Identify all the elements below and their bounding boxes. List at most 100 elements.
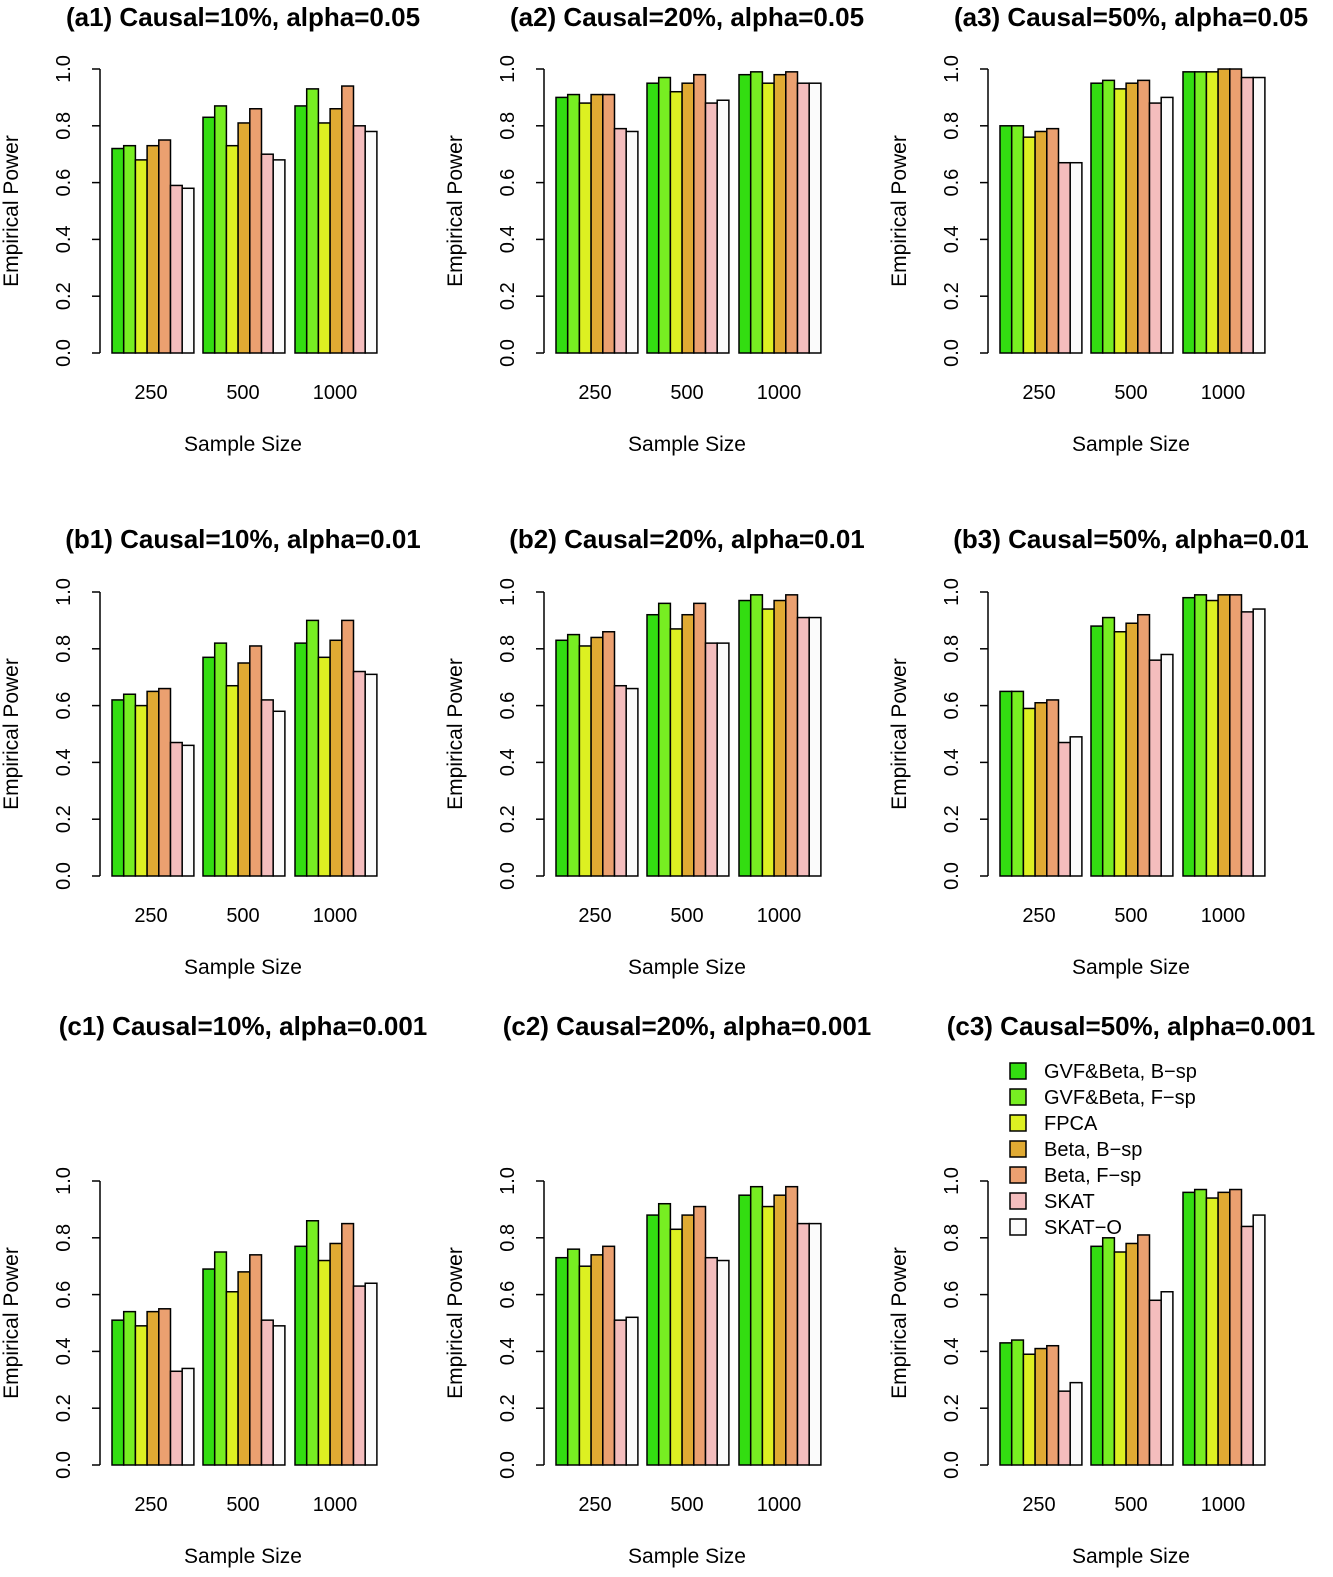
bar [999,690,1013,877]
x-category-label: 250 [134,905,167,927]
bar [1057,1390,1071,1466]
y-tick-label: 0.4 [941,225,963,253]
x-category-label: 500 [1114,1494,1147,1516]
legend-label: FPCA [1044,1113,1098,1135]
x-axis-title: Sample Size [628,433,746,456]
bar [1090,625,1104,877]
legend-label: SKAT [1044,1191,1095,1213]
bar [294,105,308,354]
legend-label: Beta, B−sp [1044,1139,1142,1161]
panel-title: (b2) Causal=20%, alpha=0.01 [509,524,865,554]
bar [1034,1347,1048,1466]
y-axis-title: Empirical Power [888,658,911,810]
bar [213,105,228,354]
bar [329,639,343,877]
y-tick-label: 0.8 [497,112,519,140]
bar [169,1370,183,1466]
bar [237,1271,251,1466]
bar [1113,631,1127,877]
bar [1193,594,1208,877]
bar [590,93,604,354]
bar [202,656,216,877]
bar [364,673,378,877]
y-tick-label: 1.0 [941,578,963,606]
bar [1252,76,1266,354]
bar [749,1185,764,1466]
y-tick-label: 0.0 [53,862,75,890]
bar [555,96,569,354]
y-tick-label: 0.8 [497,1224,519,1252]
legend-swatch [1009,1088,1027,1106]
bar [352,125,366,354]
y-tick-label: 0.0 [53,1451,75,1479]
panel-a1: (a1) Causal=10%, alpha=0.05 0.0 0.2 0.4 0.6 0… [0,2,420,456]
bar [602,1245,616,1466]
bar [590,1254,604,1466]
bar [613,1319,627,1466]
legend-swatch [1009,1062,1027,1080]
bar [578,645,592,877]
y-tick-label: 0.2 [53,1394,75,1422]
bar [146,144,160,354]
y-tick-label: 0.8 [941,1224,963,1252]
bar [1113,1251,1127,1466]
bar [317,1259,331,1466]
bar [999,1342,1013,1466]
bar [305,1220,320,1466]
panel-title: (c2) Causal=20%, alpha=0.001 [503,1011,872,1041]
y-tick-label: 0.4 [53,225,75,253]
bar [808,616,822,877]
bar [796,1222,810,1466]
bar [1252,1214,1266,1466]
y-tick-label: 0.4 [497,1337,519,1365]
bar [1090,82,1104,354]
bar [237,122,251,354]
bar [181,744,195,877]
bar [738,1194,752,1466]
y-tick-label: 0.8 [53,1224,75,1252]
bar [305,619,320,877]
x-category-label: 500 [1114,382,1147,404]
bar [1160,1291,1174,1466]
y-tick-label: 0.0 [497,1451,519,1479]
bar [1046,1344,1060,1466]
panel-a2: (a2) Causal=20%, alpha=0.05 0.0 0.2 0.4 0.6 0… [444,2,864,456]
bar [1205,1197,1219,1466]
bar [999,125,1013,354]
x-category-label: 1000 [1201,1494,1246,1516]
bar [1205,599,1219,877]
y-tick-label: 0.6 [941,1281,963,1309]
bar [693,602,707,877]
bar [1090,1245,1104,1466]
y-tick-label: 0.2 [941,282,963,310]
panel-title: (b3) Causal=50%, alpha=0.01 [953,524,1309,554]
bar [169,741,183,877]
bar [796,82,810,354]
bar [237,662,251,877]
bar [1101,616,1116,877]
x-category-label: 250 [1022,382,1055,404]
bar [704,102,718,354]
bar [272,1325,286,1466]
x-category-label: 500 [670,1494,703,1516]
bar [260,699,274,877]
bar [1101,1237,1116,1466]
bar [1160,96,1174,354]
panel-title: (b1) Causal=10%, alpha=0.01 [65,524,421,554]
bar [272,159,286,354]
bar [566,633,581,877]
y-tick-label: 0.4 [53,748,75,776]
x-category-label: 500 [1114,905,1147,927]
bar [1022,707,1036,877]
bar [134,704,148,877]
bar [578,102,592,354]
bar [1240,1225,1254,1466]
bar [646,613,660,877]
bar [1217,1191,1231,1466]
bar [646,1214,660,1466]
bar [225,1291,239,1466]
y-axis-title: Empirical Power [0,1247,23,1399]
panel-b3: (b3) Causal=50%, alpha=0.01 0.0 0.2 0.4 0.6 0… [888,524,1309,979]
bar [158,139,172,354]
